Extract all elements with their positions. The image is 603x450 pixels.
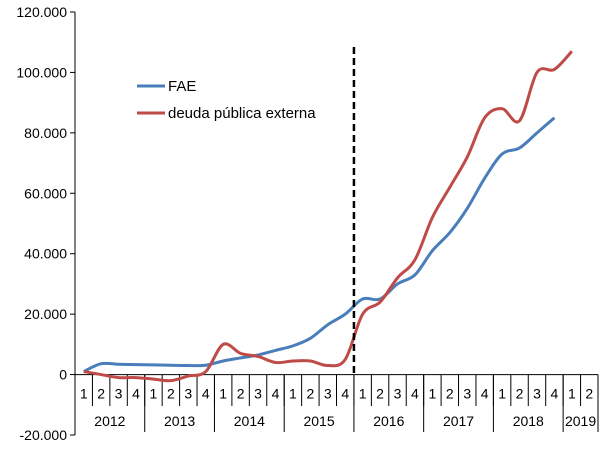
x-quarter-label: 3 (184, 386, 192, 402)
x-year-label: 2012 (94, 413, 125, 429)
series-line-fae (83, 116, 556, 373)
x-quarter-label: 1 (80, 386, 88, 402)
x-quarter-label: 4 (341, 386, 349, 402)
y-tick-label: 0 (59, 367, 67, 383)
x-quarter-label: 3 (324, 386, 332, 402)
x-quarter-label: 2 (306, 386, 314, 402)
y-tick-label: 100.000 (16, 64, 67, 80)
series-lines (83, 50, 573, 383)
x-quarter-label: 3 (533, 386, 541, 402)
legend-label: FAE (168, 78, 196, 95)
series-line-deuda-publica-externa (83, 50, 573, 383)
x-year-label: 2018 (513, 413, 544, 429)
x-quarter-label: 4 (481, 386, 489, 402)
x-year-label: 2014 (234, 413, 265, 429)
x-quarter-label: 4 (202, 386, 210, 402)
x-quarter-label: 2 (585, 386, 593, 402)
y-tick-label: -20.000 (20, 427, 68, 443)
x-quarter-label: 1 (568, 386, 576, 402)
y-axis: -20.000 0 20.000 40.000 60.000 80.000 100.000 1… (16, 4, 76, 443)
x-quarter-label: 2 (167, 386, 175, 402)
x-quarter-label: 2 (237, 386, 245, 402)
x-quarter-label: 4 (551, 386, 559, 402)
x-quarter-label: 2 (97, 386, 105, 402)
x-quarter-label: 2 (376, 386, 384, 402)
x-quarter-label: 1 (219, 386, 227, 402)
x-year-label: 2013 (164, 413, 195, 429)
y-tick-label: 20.000 (24, 306, 67, 322)
x-year-label: 2019 (565, 413, 596, 429)
x-quarter-label: 4 (132, 386, 140, 402)
y-tick-label: 80.000 (24, 125, 67, 141)
y-tick-label: 60.000 (24, 185, 67, 201)
x-quarter-label: 3 (254, 386, 262, 402)
y-tick-label: 120.000 (16, 4, 67, 20)
legend-label: deuda pública externa (168, 105, 316, 122)
x-quarter-label: 1 (150, 386, 158, 402)
x-quarter-label: 1 (289, 386, 297, 402)
x-quarter-label: 3 (115, 386, 123, 402)
x-quarter-label: 3 (463, 386, 471, 402)
x-quarter-label: 1 (428, 386, 436, 402)
x-quarter-label: 4 (411, 386, 419, 402)
x-quarter-label: 3 (394, 386, 402, 402)
x-quarter-label: 2 (516, 386, 524, 402)
x-year-label: 2015 (303, 413, 334, 429)
x-quarter-label: 2 (446, 386, 454, 402)
x-year-label: 2016 (373, 413, 404, 429)
y-tick-label: 40.000 (24, 246, 67, 262)
x-year-label: 2017 (443, 413, 474, 429)
x-quarter-label: 4 (272, 386, 280, 402)
x-quarter-label: 1 (498, 386, 506, 402)
x-quarter-label: 1 (359, 386, 367, 402)
legend: FAE deuda pública externa (137, 78, 316, 122)
